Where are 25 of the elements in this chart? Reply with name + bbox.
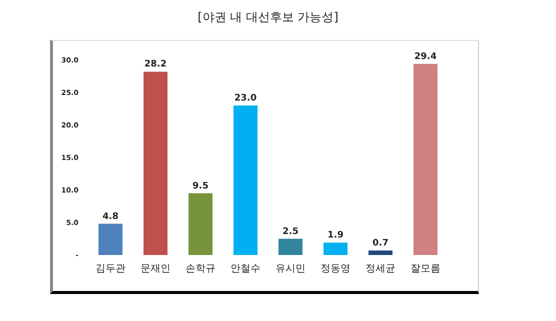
data-label: 2.5 <box>282 226 298 237</box>
x-tick-label: 문재인 <box>140 264 170 274</box>
data-label: 23.0 <box>234 94 257 104</box>
x-tick-label: 정동영 <box>320 264 350 274</box>
x-tick-label: 안철수 <box>230 264 260 274</box>
chart-title: [야권 내 대선후보 가능성] <box>198 10 338 24</box>
bar <box>278 238 302 255</box>
bar <box>144 72 168 255</box>
data-label: 1.9 <box>328 230 344 241</box>
x-tick-label: 김두관 <box>96 264 126 274</box>
bar <box>234 106 258 255</box>
bar <box>324 242 348 255</box>
data-label: 9.5 <box>192 181 208 192</box>
x-tick-label: 유시민 <box>276 264 306 274</box>
bar <box>414 64 438 255</box>
x-tick-label: 잘모름 <box>410 264 440 274</box>
bar <box>368 250 392 255</box>
data-label: 28.2 <box>144 60 167 70</box>
x-tick-label: 정세균 <box>366 264 396 274</box>
bar <box>188 193 212 255</box>
x-tick-label: 손학규 <box>186 264 216 274</box>
data-label: 4.8 <box>102 212 118 222</box>
data-label: 29.4 <box>414 52 437 62</box>
bar <box>98 224 122 255</box>
data-label: 0.7 <box>372 238 388 248</box>
